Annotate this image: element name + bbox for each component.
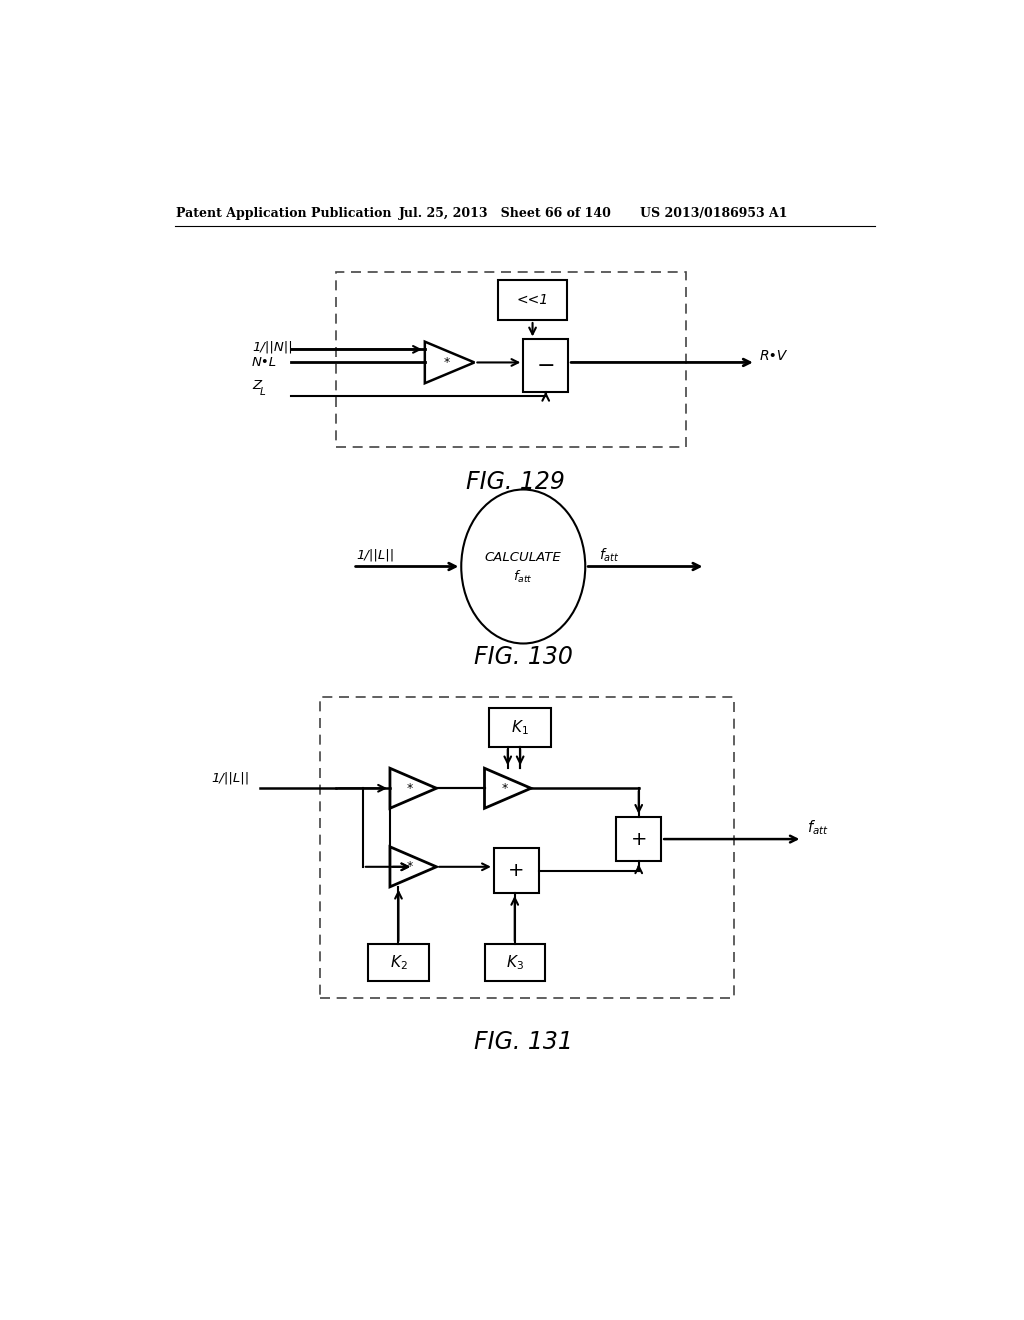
Text: *: * — [407, 861, 414, 874]
Text: Z: Z — [252, 379, 261, 392]
FancyBboxPatch shape — [523, 339, 568, 392]
FancyBboxPatch shape — [489, 708, 551, 747]
Text: FIG. 130: FIG. 130 — [474, 645, 572, 669]
FancyBboxPatch shape — [484, 944, 545, 981]
Text: FIG. 129: FIG. 129 — [466, 470, 565, 494]
Text: 1/||L||: 1/||L|| — [212, 772, 250, 785]
Text: +: + — [508, 861, 524, 880]
Text: $f_{att}$: $f_{att}$ — [807, 818, 828, 837]
Text: −: − — [537, 355, 555, 375]
Text: CALCULATE: CALCULATE — [485, 550, 561, 564]
FancyBboxPatch shape — [494, 849, 539, 892]
FancyBboxPatch shape — [369, 944, 429, 981]
Text: $f_{att}$: $f_{att}$ — [599, 546, 620, 565]
Text: N•L: N•L — [252, 356, 278, 370]
Polygon shape — [390, 768, 436, 808]
Text: +: + — [631, 829, 647, 849]
Text: <<1: <<1 — [516, 293, 549, 308]
Text: *: * — [407, 781, 414, 795]
Text: $K_2$: $K_2$ — [390, 953, 408, 972]
Text: $K_3$: $K_3$ — [506, 953, 523, 972]
Text: 1/||N||: 1/||N|| — [252, 341, 293, 354]
Polygon shape — [390, 847, 436, 887]
Text: $K_1$: $K_1$ — [511, 718, 529, 737]
FancyBboxPatch shape — [616, 817, 662, 862]
Text: Patent Application Publication: Patent Application Publication — [176, 207, 391, 220]
Text: US 2013/0186953 A1: US 2013/0186953 A1 — [640, 207, 787, 220]
Text: R•V: R•V — [760, 350, 786, 363]
Text: *: * — [502, 781, 508, 795]
Text: 1/||L||: 1/||L|| — [356, 548, 395, 561]
Text: Jul. 25, 2013   Sheet 66 of 140: Jul. 25, 2013 Sheet 66 of 140 — [399, 207, 612, 220]
Text: L: L — [260, 388, 265, 397]
Text: $f_{att}$: $f_{att}$ — [513, 569, 534, 585]
Text: *: * — [443, 356, 450, 370]
Text: FIG. 131: FIG. 131 — [474, 1031, 572, 1055]
Polygon shape — [425, 342, 474, 383]
Polygon shape — [484, 768, 531, 808]
FancyBboxPatch shape — [499, 280, 566, 321]
Ellipse shape — [461, 490, 586, 644]
